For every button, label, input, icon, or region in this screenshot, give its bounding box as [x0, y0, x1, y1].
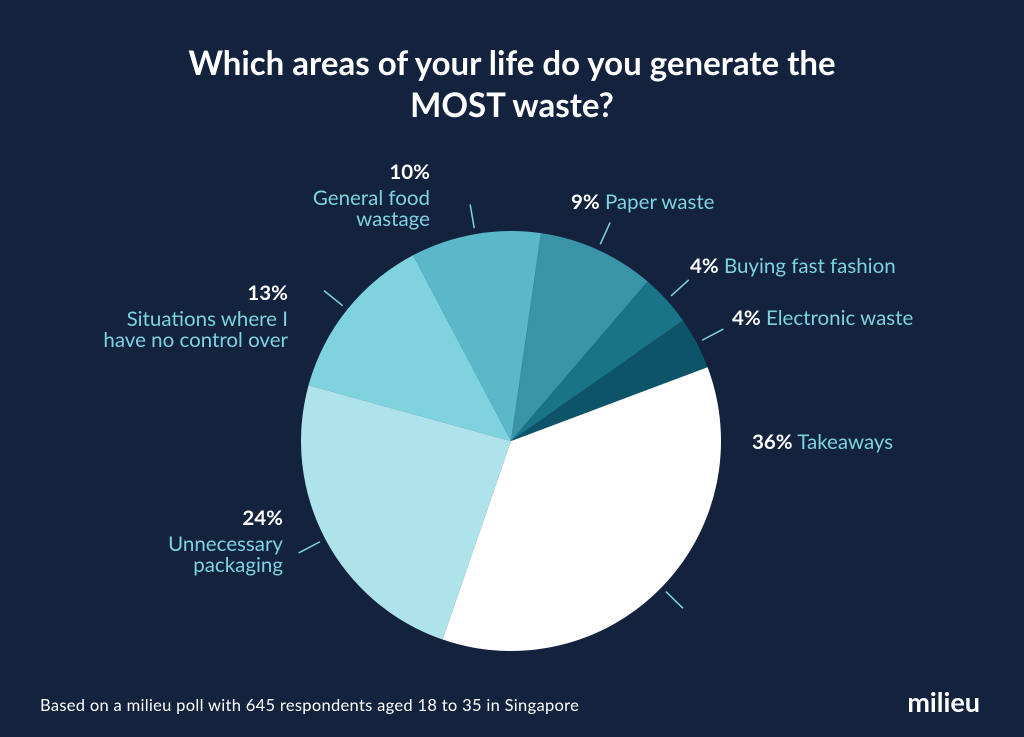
- data-label: 24% Unnecessary packaging: [123, 508, 283, 576]
- category-label: Buying fast fashion: [723, 254, 896, 278]
- pie-slice: [308, 255, 511, 441]
- value-label: 4%: [732, 306, 761, 330]
- pie-slice: [300, 385, 511, 640]
- value-label: 4%: [690, 254, 719, 278]
- value-label: 10%: [389, 160, 430, 184]
- category-label: Electronic waste: [765, 306, 914, 330]
- leader-line: [323, 290, 344, 307]
- category-label: Paper waste: [604, 190, 715, 214]
- pie-slice: [511, 320, 708, 441]
- leader-line: [670, 279, 690, 297]
- leader-line: [469, 204, 475, 229]
- data-label: 4% Electronic waste: [732, 308, 913, 329]
- pie-slice: [413, 230, 541, 441]
- leader-line: [298, 541, 321, 554]
- leader-line: [701, 328, 724, 341]
- value-label: 9%: [571, 190, 600, 214]
- pie-slice: [511, 281, 684, 441]
- value-label: 36%: [752, 430, 793, 454]
- value-label: 13%: [247, 281, 288, 305]
- data-label: 4% Buying fast fashion: [690, 256, 896, 277]
- data-label: 13% Situations where I have no control ov…: [98, 283, 288, 351]
- footnote: Based on a milieu poll with 645 responde…: [40, 695, 580, 715]
- pie-slice: [511, 233, 648, 441]
- category-label: General food wastage: [312, 186, 430, 231]
- category-label: Unnecessary packaging: [168, 532, 283, 577]
- brand-logo: milieu: [907, 685, 980, 718]
- data-label: 36% Takeaways: [752, 432, 893, 453]
- leader-line: [665, 591, 684, 609]
- data-label: 10% General food wastage: [270, 162, 430, 230]
- category-label: Takeaways: [797, 430, 894, 454]
- data-label: 9% Paper waste: [571, 192, 714, 213]
- pie-slice: [442, 367, 721, 652]
- leader-line: [599, 222, 611, 245]
- value-label: 24%: [242, 506, 283, 530]
- category-label: Situations where I have no control over: [103, 307, 288, 352]
- chart-title: Which areas of your life do you generate…: [188, 43, 836, 125]
